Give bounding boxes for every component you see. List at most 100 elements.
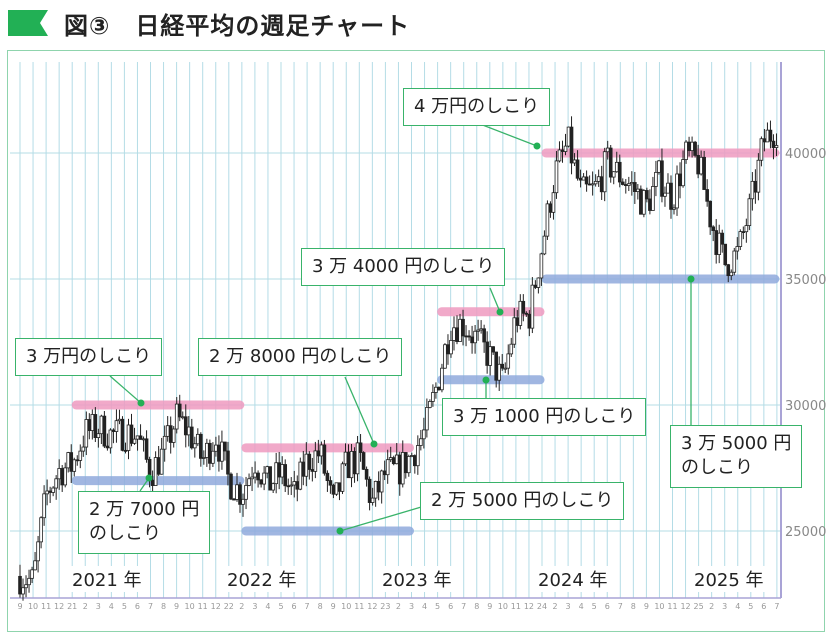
candle-body — [434, 386, 438, 393]
annotation-text: 3 万 4000 円のしこり — [312, 256, 495, 277]
candle-body — [651, 186, 655, 211]
candle-body — [575, 159, 580, 179]
candle-body — [515, 317, 520, 326]
month-tick-label: 12 — [524, 602, 534, 611]
candle-body — [545, 203, 550, 237]
candle-body — [367, 478, 372, 503]
candle-body — [684, 141, 688, 160]
candle-body — [27, 577, 31, 586]
candle-body — [391, 457, 396, 465]
candle-body — [735, 246, 740, 252]
month-tick-label: 4 — [579, 602, 584, 611]
month-tick-label: 12 — [367, 602, 377, 611]
candle-body — [153, 457, 158, 486]
year-label-2021: 2021 年 — [68, 566, 146, 592]
candle-body — [406, 456, 411, 474]
candle-body — [208, 442, 212, 464]
candle-body — [726, 264, 731, 277]
candle-body — [485, 341, 489, 366]
candle-body — [111, 429, 116, 432]
candle-body — [217, 444, 221, 462]
month-tick-label: 2 — [553, 602, 558, 611]
candle-body — [587, 183, 592, 186]
candle-body — [660, 160, 664, 197]
candle-body — [33, 560, 37, 571]
candle-body — [30, 569, 34, 579]
candle-body — [397, 454, 402, 485]
candle-body — [114, 420, 119, 432]
price-tick-label: 25000 — [785, 525, 826, 540]
candle-body — [144, 438, 149, 460]
candle-body — [605, 147, 610, 153]
candle-body — [750, 180, 755, 200]
candle-body — [42, 493, 46, 519]
candle-body — [416, 445, 420, 467]
candle-body — [626, 183, 631, 186]
leader-line — [109, 375, 142, 404]
month-tick-label: 11 — [41, 602, 51, 611]
candle-body — [96, 433, 101, 439]
candle-body — [569, 126, 574, 164]
leader-dot — [687, 275, 695, 283]
candle-body — [331, 484, 336, 495]
candle-body — [678, 173, 682, 187]
year-label-2024: 2024 年 — [534, 566, 612, 592]
candle-body — [232, 498, 236, 501]
candle-body — [623, 184, 628, 186]
candle-body — [259, 479, 263, 485]
candle-body — [382, 470, 387, 476]
candle-body — [45, 490, 49, 495]
candle-body — [759, 138, 764, 161]
annotation-text: 2 万 7000 円 — [89, 499, 200, 520]
leader-line — [344, 376, 375, 445]
candle-body — [180, 416, 185, 419]
candle-body — [636, 188, 640, 193]
candle-body — [654, 171, 658, 187]
candle-body — [744, 225, 749, 233]
figure-title: 図③ 日経平均の週足チャート — [64, 11, 411, 40]
candle-body — [440, 367, 444, 391]
candle-body — [171, 428, 176, 443]
candle-body — [135, 435, 140, 440]
annotation-text: 2 万 5000 円のしこり — [431, 490, 614, 511]
month-tick-label: 7 — [305, 602, 310, 611]
month-tick-label: 8 — [161, 602, 166, 611]
annotation-30000: 3 万円のしこり — [15, 338, 163, 377]
candle-body — [235, 484, 239, 500]
month-tick-label: 4 — [109, 602, 114, 611]
candle-body — [762, 138, 767, 143]
candle-body — [542, 235, 547, 255]
month-tick-label: 23 — [380, 602, 390, 611]
candle-body — [340, 463, 345, 492]
candle-body — [494, 351, 498, 381]
candle-body — [189, 426, 194, 449]
month-tick-label: 11 — [198, 602, 208, 611]
price-tick-label: 40000 — [785, 147, 826, 162]
candle-body — [422, 429, 426, 440]
annotation-text: のしこり — [89, 523, 161, 545]
candle-body — [117, 418, 122, 422]
candle-body — [165, 425, 170, 437]
candle-body — [141, 438, 146, 441]
month-tick-label: 11 — [354, 602, 364, 611]
candle-body — [476, 329, 480, 332]
candle-body — [60, 468, 64, 486]
month-tick-label: 11 — [511, 602, 521, 611]
annotation-text: 3 万 1000 円のしこり — [453, 406, 636, 427]
candle-body — [464, 335, 468, 338]
price-tick-label: 35000 — [785, 273, 826, 288]
candle-body — [75, 459, 80, 462]
month-tick-label: 5 — [748, 602, 753, 611]
month-tick-label: 7 — [148, 602, 153, 611]
candle-body — [66, 452, 71, 469]
candle-body — [72, 459, 77, 472]
candle-body — [539, 253, 544, 279]
candle-body — [449, 340, 453, 355]
candle-body — [376, 480, 381, 493]
candle-body — [102, 415, 107, 447]
candle-body — [250, 476, 254, 480]
candle-body — [39, 517, 43, 543]
candle-body — [503, 367, 508, 370]
candle-body — [394, 454, 399, 465]
leader-dot — [336, 527, 344, 535]
